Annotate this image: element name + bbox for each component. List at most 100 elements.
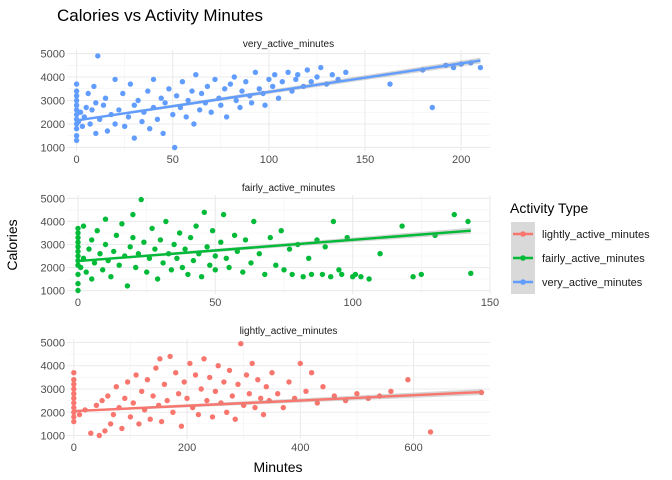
legend-entry-label: fairly_active_minutes [542,253,645,265]
data-point [248,260,254,266]
y-tick-label: 1000 [41,286,65,298]
facet-panels: 0 50 100 150 20010002000300040005000very_act… [41,39,500,454]
data-point [405,377,411,383]
data-point [139,118,145,125]
data-point [185,97,191,104]
data-point [184,395,190,401]
data-point [96,432,103,439]
data-point [75,280,81,287]
data-point [273,262,279,268]
data-point [318,64,324,71]
data-point [212,76,218,83]
data-point [71,391,77,397]
data-point [427,429,434,435]
y-tick-label: 4000 [41,216,65,228]
data-point [218,239,224,245]
data-point [246,391,252,397]
data-point [179,79,186,85]
data-point [89,237,95,243]
data-point [269,370,275,376]
data-point [102,216,109,222]
data-point [222,86,228,92]
data-point [387,81,393,87]
data-point [289,271,295,278]
data-point [116,262,122,268]
data-point [330,218,337,225]
legend: Activity Type lightly_active_minutesfair… [510,200,650,294]
data-point [71,400,77,406]
data-point [125,114,132,120]
data-point [189,88,195,94]
data-point [107,421,114,427]
data-point [73,93,80,99]
data-point [251,218,257,225]
data-point [242,237,249,243]
x-tick-label: 50 [209,297,221,309]
data-point [116,107,122,113]
data-point [331,393,337,399]
data-point [95,53,101,59]
data-point [243,372,250,378]
data-point [71,370,77,376]
data-point [144,269,150,275]
data-point [258,395,264,401]
data-point [468,270,474,276]
data-point [113,232,120,238]
data-point [243,79,249,85]
data-point [111,248,117,255]
data-point [232,416,238,422]
data-point [112,121,118,127]
data-point [97,251,103,257]
x-tick-label: 100 [343,297,361,309]
data-point [78,264,84,271]
data-point [102,428,108,434]
x-tick-label: 600 [404,442,422,454]
data-point [231,232,238,238]
data-point [240,269,246,275]
data-point [286,379,292,385]
x-tick-label: 0 [74,154,80,166]
data-point [150,76,157,83]
data-point [127,81,134,87]
x-tick-label: 150 [356,154,374,166]
x-tick-label: 200 [452,154,470,166]
data-point [204,244,210,250]
data-point [110,411,117,418]
data-point [86,246,92,252]
data-point [73,88,80,94]
data-point [119,221,125,227]
chart-title: Calories vs Activity Minutes [57,6,263,25]
data-point [174,255,180,261]
data-point [100,267,106,273]
data-point [119,425,125,432]
data-point [451,211,457,218]
facet-strip-label: fairly_active_minutes [242,183,335,194]
data-point [314,74,320,80]
data-point [226,264,232,271]
data-point [191,121,197,127]
data-point [133,264,139,271]
data-point [238,341,244,347]
data-point [102,95,109,101]
trend-line [73,390,482,413]
data-point [149,225,155,232]
data-point [146,255,153,261]
data-point [195,411,202,418]
data-point [145,88,151,94]
data-point [192,372,199,378]
data-point [248,100,255,106]
x-axis-label: Minutes [253,459,302,475]
data-point [93,100,99,106]
y-tick-label: 2000 [41,263,65,275]
data-point [201,356,207,362]
data-point [223,114,230,120]
data-point [94,228,100,234]
data-point [154,276,161,282]
y-tick-label: 2000 [41,119,65,131]
x-tick-label: 0 [75,297,81,309]
data-point [150,393,156,399]
data-point [343,69,349,76]
data-point [235,381,241,387]
data-point [322,244,328,250]
